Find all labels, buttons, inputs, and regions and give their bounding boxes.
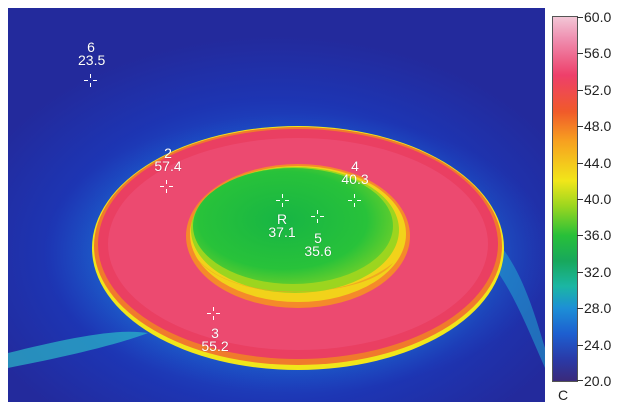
crosshair-marker — [348, 194, 361, 207]
spot-value: 40.3 — [341, 171, 369, 187]
spot-label: 5 — [314, 230, 322, 246]
scale-tick — [577, 126, 583, 127]
spot-label: R — [276, 211, 288, 227]
scale-tick — [577, 53, 583, 54]
spot-6: 6 23.5 — [78, 39, 106, 68]
scale-tick-label: 40.0 — [584, 191, 612, 207]
spot-label: 2 — [164, 145, 172, 161]
scale-tick-label: 36.0 — [584, 227, 612, 243]
scale-tick-label: 52.0 — [584, 82, 612, 98]
scale-tick-label: 20.0 — [584, 373, 612, 389]
thermal-image: 6 23.5 2 57.4 4 40.3 R 37.1 5 35.6 3 55.… — [8, 8, 545, 402]
scale-tick-label: 60.0 — [584, 9, 612, 25]
scale-tick-label: 28.0 — [584, 300, 612, 316]
temperature-color-scale — [552, 16, 578, 382]
crosshair-marker — [311, 210, 324, 223]
spot-2: 2 57.4 — [153, 145, 183, 174]
scale-tick — [577, 90, 583, 91]
spot-value: 37.1 — [268, 224, 296, 240]
temperature-unit-label: C — [558, 387, 569, 403]
spot-value: 55.2 — [201, 338, 229, 354]
scale-tick — [577, 163, 583, 164]
scale-tick — [577, 308, 583, 309]
crosshair-marker — [84, 74, 97, 87]
scale-tick-label: 48.0 — [584, 118, 612, 134]
spot-label: 6 — [87, 39, 95, 55]
scale-tick — [577, 17, 583, 18]
spot-value: 23.5 — [78, 52, 106, 68]
spot-r: R 37.1 — [265, 211, 299, 240]
thermal-heatmap — [8, 113, 545, 393]
scale-tick-label: 24.0 — [584, 337, 612, 353]
crosshair-marker — [276, 194, 289, 207]
scale-tick — [577, 235, 583, 236]
spot-4: 4 40.3 — [338, 158, 372, 187]
scale-tick — [577, 380, 583, 381]
spot-label: 3 — [211, 325, 219, 341]
scale-tick-label: 56.0 — [584, 45, 612, 61]
spot-3: 3 55.2 — [198, 325, 232, 354]
scale-tick — [577, 199, 583, 200]
crosshair-marker — [207, 307, 220, 320]
scale-tick — [577, 345, 583, 346]
spot-value: 35.6 — [304, 243, 332, 259]
crosshair-marker — [160, 180, 173, 193]
spot-value: 57.4 — [154, 158, 182, 174]
spot-label: 4 — [351, 158, 359, 174]
scale-tick — [577, 272, 583, 273]
scale-tick-label: 44.0 — [584, 155, 612, 171]
spot-5: 5 35.6 — [300, 230, 336, 259]
scale-tick-label: 32.0 — [584, 264, 612, 280]
